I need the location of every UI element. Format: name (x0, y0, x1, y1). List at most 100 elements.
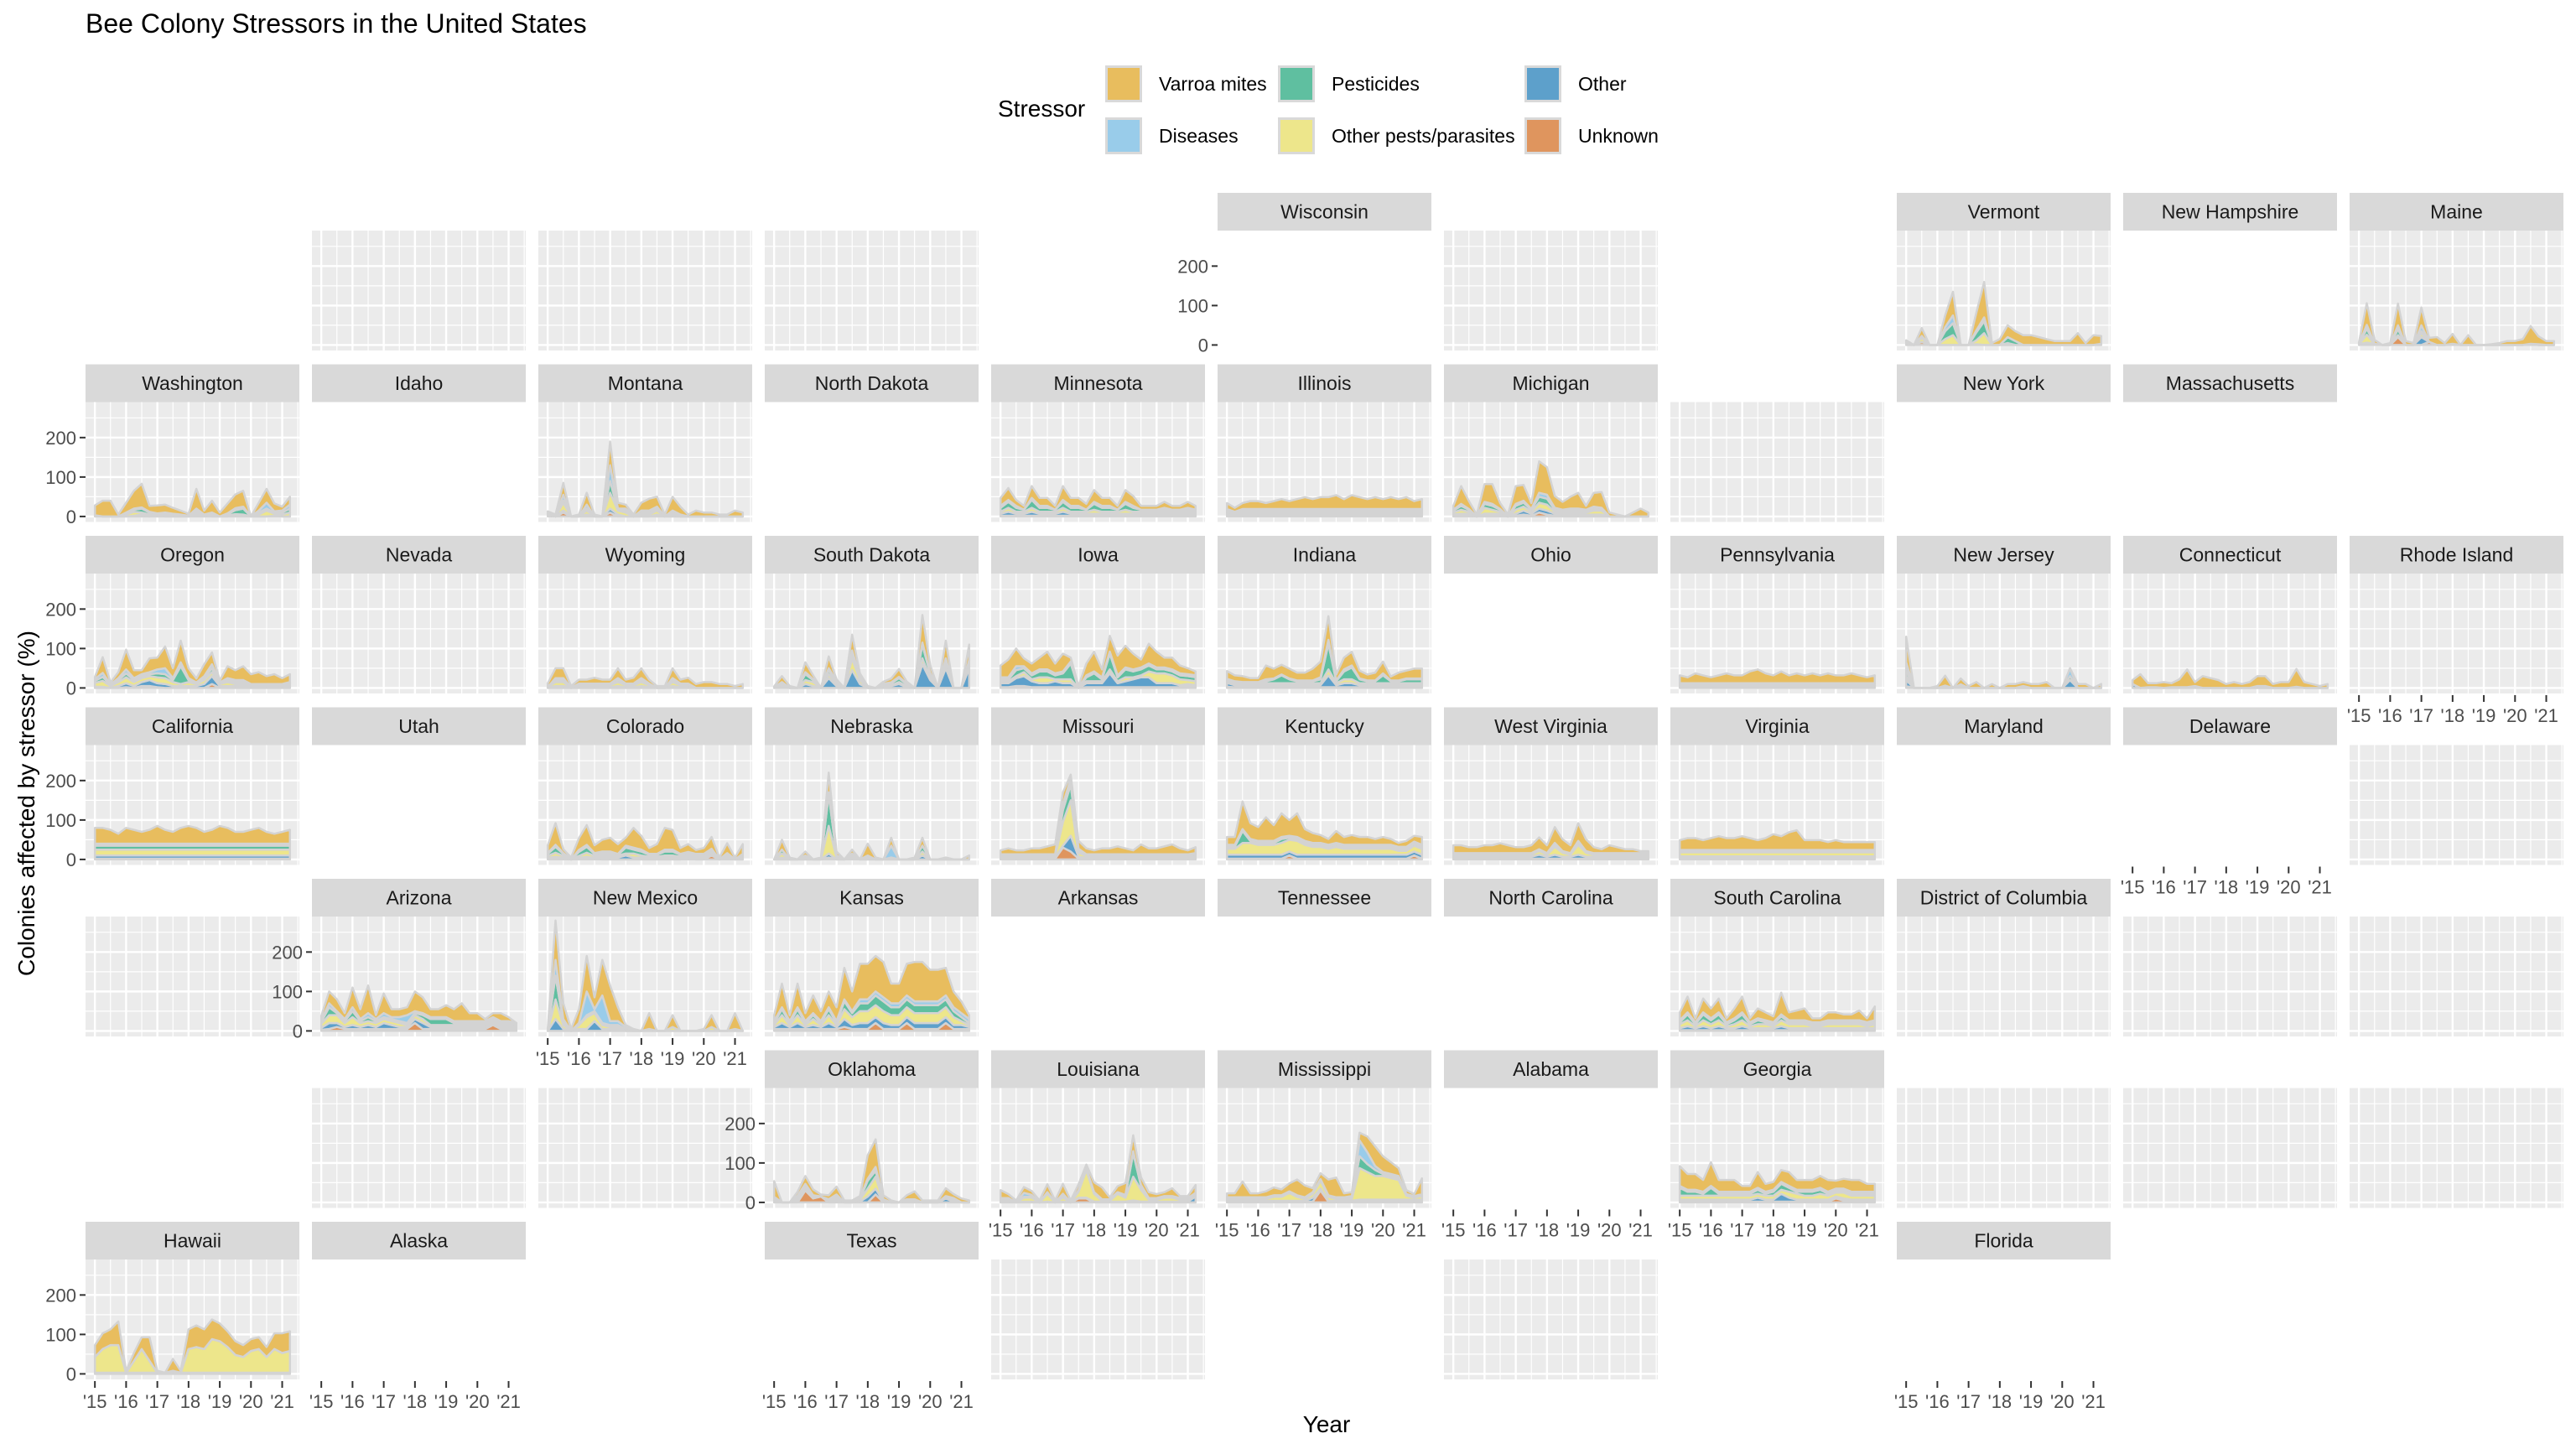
facet-strip-label: Massachusetts (2166, 372, 2294, 394)
empty-panel (2350, 1088, 2563, 1208)
x-tick-label: '19 (2472, 705, 2496, 726)
panel-background (2123, 1088, 2337, 1208)
facet-strip-label: Oklahoma (828, 1058, 916, 1080)
facet-virginia: Virginia (1670, 707, 1884, 865)
facet-strip (2350, 193, 2563, 231)
y-tick-label: 200 (272, 942, 303, 963)
y-tick-label: 100 (45, 638, 76, 659)
facet-strip-label: Pennsylvania (1720, 544, 1835, 566)
legend-item-diseases: Diseases (1105, 116, 1239, 156)
facet-strip (1444, 1050, 1658, 1088)
area-varroa (1678, 668, 1877, 685)
facet-strip (1218, 193, 1431, 231)
facet-rhode-island: Rhode Island '15 '16 '17 '18 '19 '20 '21 (2347, 536, 2563, 726)
facet-nebraska: Nebraska (765, 707, 979, 865)
x-tick-label: '18 (2215, 877, 2239, 898)
x-tick-label: '20 (1824, 1220, 1848, 1241)
facet-strip-label: Kansas (839, 887, 904, 909)
facet-strip (86, 707, 299, 745)
facet-strip-label: Michigan (1512, 372, 1589, 394)
facet-montana: Montana (538, 364, 752, 522)
facet-california: California 0 100 200 (45, 707, 299, 870)
x-tick-label: '16 (2152, 877, 2176, 898)
y-tick-label: 0 (293, 1021, 303, 1041)
x-tick-label: '19 (434, 1391, 459, 1412)
facet-utah: Utah (312, 707, 526, 745)
area-varroa (2131, 667, 2329, 689)
facet-strip (1670, 879, 1884, 917)
y-tick-label: 0 (66, 678, 76, 699)
panel-background (991, 1259, 1205, 1379)
empty-panel (86, 917, 299, 1036)
area-varroa (772, 1138, 971, 1204)
facet-strip (991, 707, 1205, 745)
facet-strip (86, 1222, 299, 1259)
legend-item-other: Other (1524, 64, 1627, 104)
facet-new-york: New York (1897, 364, 2111, 402)
facet-connecticut: Connecticut (2123, 536, 2337, 693)
facet-tennessee: Tennessee (1218, 879, 1431, 917)
facet-strip (538, 364, 752, 402)
facet-strip (991, 536, 1205, 574)
x-tick-label: '18 (1535, 1220, 1560, 1241)
panel-background (86, 917, 299, 1036)
panel-background (765, 745, 979, 865)
area-varroa (546, 667, 745, 689)
legend-item-varroa: Varroa mites (1105, 64, 1267, 104)
facet-new-hampshire: New Hampshire (2123, 193, 2337, 231)
x-tick-label: '21 (270, 1391, 294, 1412)
x-tick-label: '19 (1793, 1220, 1817, 1241)
x-tick-label: '15 (1668, 1220, 1692, 1241)
empty-panel (312, 1088, 526, 1208)
facet-strip (1897, 536, 2111, 574)
facet-strip-label: Montana (608, 372, 683, 394)
legend-swatch-pests (1278, 117, 1315, 154)
facet-strip (2123, 707, 2337, 745)
x-tick-label: '17 (1730, 1220, 1754, 1241)
facet-mississippi: Mississippi '15 '16 '17 '18 '19 '20 '21 (1215, 1050, 1431, 1241)
x-tick-label: '16 (1472, 1220, 1497, 1241)
x-tick-label: '16 (1925, 1391, 1950, 1412)
facet-strip-label: Idaho (395, 372, 444, 394)
facet-strip (86, 364, 299, 402)
facet-georgia: Georgia '15 '16 '17 '18 '19 '20 '21 (1668, 1050, 1884, 1241)
x-tick-label: '18 (630, 1048, 654, 1069)
facet-strip-label: Georgia (1743, 1058, 1812, 1080)
empty-panel (1444, 1259, 1658, 1379)
facet-strip (1670, 707, 1884, 745)
x-tick-label: '16 (1020, 1220, 1044, 1241)
facet-nevada: Nevada (312, 536, 526, 693)
panel-background (2350, 574, 2563, 693)
facet-florida: Florida '15 '16 '17 '18 '19 '20 '21 (1894, 1222, 2111, 1412)
y-tick-label: 100 (272, 981, 303, 1002)
x-tick-label: '15 (1441, 1220, 1466, 1241)
panel-background (538, 231, 752, 351)
facet-strip-label: New Jersey (1953, 544, 2054, 566)
x-tick-label: '17 (824, 1391, 849, 1412)
area-varroa (772, 771, 971, 861)
x-tick-label: '18 (1309, 1220, 1333, 1241)
x-tick-label: '19 (887, 1391, 911, 1412)
x-tick-label: '17 (598, 1048, 622, 1069)
empty-panel (538, 1088, 752, 1208)
facet-strip-label: Tennessee (1278, 887, 1371, 909)
facet-new-mexico: New Mexico '15 '16 '17 '18 '19 '20 '21 (536, 879, 752, 1069)
y-tick-label: 0 (66, 849, 76, 870)
empty-panel (2350, 917, 2563, 1036)
y-tick-label: 200 (724, 1114, 756, 1135)
area-varroa (999, 635, 1197, 689)
x-tick-label: '15 (83, 1391, 107, 1412)
area-varroa (999, 773, 1197, 856)
facet-strip-label: Maryland (1964, 715, 2044, 737)
legend-label-pests: Other pests/parasites (1332, 124, 1515, 147)
y-tick-label: 200 (45, 1285, 76, 1306)
legend-label-diseases: Diseases (1159, 124, 1239, 147)
area-varroa (546, 919, 745, 1032)
legend-label-pesticides: Pesticides (1332, 72, 1420, 95)
x-tick-label: '15 (2121, 877, 2145, 898)
legend-label-other: Other (1578, 72, 1627, 95)
facet-strip (765, 707, 979, 745)
facet-oregon: Oregon 0 100 200 (45, 536, 299, 699)
y-tick-label: 100 (1177, 295, 1208, 316)
